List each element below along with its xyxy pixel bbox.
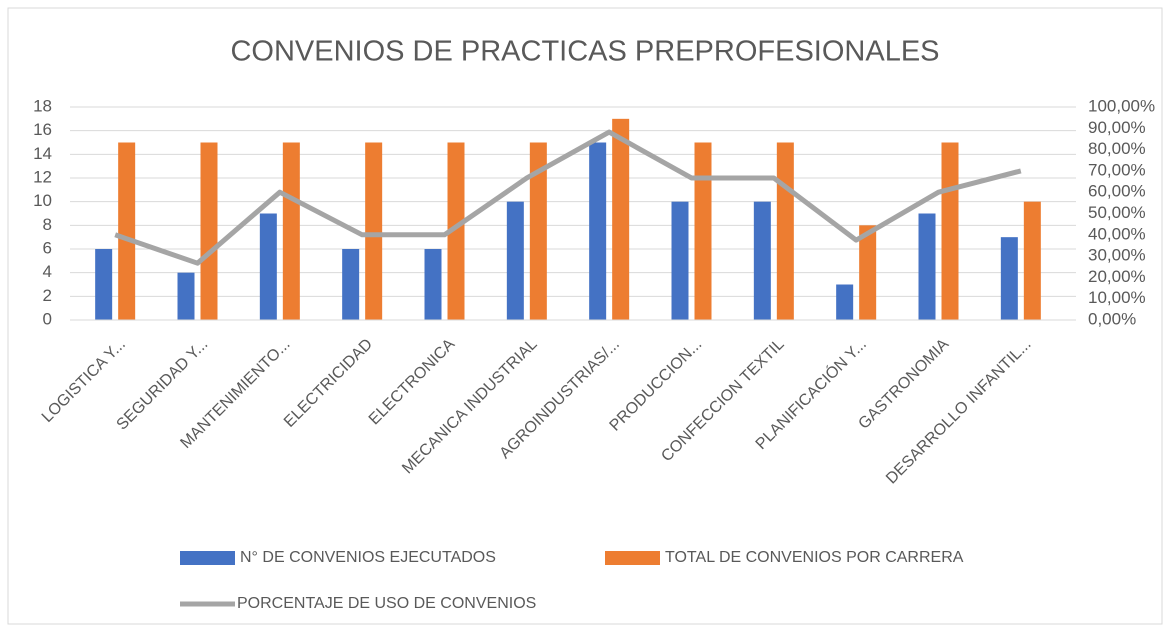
y2-tick-label: 100,00%: [1088, 96, 1155, 115]
bar: [282, 142, 300, 320]
bar: [612, 118, 630, 320]
bar: [177, 272, 195, 320]
y-tick-label: 2: [43, 286, 52, 305]
bar: [259, 213, 277, 320]
y2-tick-label: 60,00%: [1088, 182, 1146, 201]
y-tick-label: 10: [33, 191, 52, 210]
bar: [1023, 201, 1041, 320]
chart-title: CONVENIOS DE PRACTICAS PREPROFESIONALES: [230, 36, 939, 68]
y2-tick-label: 70,00%: [1088, 160, 1146, 179]
bar: [95, 249, 113, 320]
y2-tick-label: 10,00%: [1088, 288, 1146, 307]
bar: [1000, 237, 1018, 320]
bar: [836, 284, 854, 320]
y-tick-label: 4: [43, 262, 52, 281]
bar: [671, 201, 689, 320]
y-tick-label: 12: [33, 167, 52, 186]
y2-tick-label: 20,00%: [1088, 267, 1146, 286]
bar: [506, 201, 524, 320]
bar: [753, 201, 771, 320]
y2-tick-label: 90,00%: [1088, 118, 1146, 137]
bar: [529, 142, 547, 320]
bar: [200, 142, 218, 320]
bar: [941, 142, 959, 320]
y2-tick-label: 40,00%: [1088, 224, 1146, 243]
y-tick-label: 0: [43, 309, 52, 328]
bar: [365, 142, 383, 320]
y-tick-label: 14: [33, 144, 52, 163]
chart-border: [7, 7, 1163, 625]
legend-swatch: [605, 551, 660, 565]
y2-tick-label: 50,00%: [1088, 203, 1146, 222]
legend-label: PORCENTAJE DE USO DE CONVENIOS: [237, 595, 536, 612]
y2-tick-label: 0,00%: [1088, 309, 1136, 328]
bar: [694, 142, 712, 320]
bar: [918, 213, 936, 320]
y2-tick-label: 30,00%: [1088, 246, 1146, 265]
bar: [776, 142, 794, 320]
bar: [447, 142, 465, 320]
legend-swatch: [180, 551, 235, 565]
y-tick-label: 16: [33, 120, 52, 139]
bar: [589, 142, 607, 320]
bar: [424, 249, 442, 320]
legend-label: N° DE CONVENIOS EJECUTADOS: [240, 549, 496, 566]
y-tick-label: 18: [33, 96, 52, 115]
y-tick-label: 8: [43, 215, 52, 234]
bar: [342, 249, 360, 320]
bar: [118, 142, 136, 320]
bar: [859, 225, 877, 320]
y2-tick-label: 80,00%: [1088, 139, 1146, 158]
legend-label: TOTAL DE CONVENIOS POR CARRERA: [665, 549, 964, 566]
line-series: [114, 129, 1022, 266]
y-tick-label: 6: [43, 238, 52, 257]
